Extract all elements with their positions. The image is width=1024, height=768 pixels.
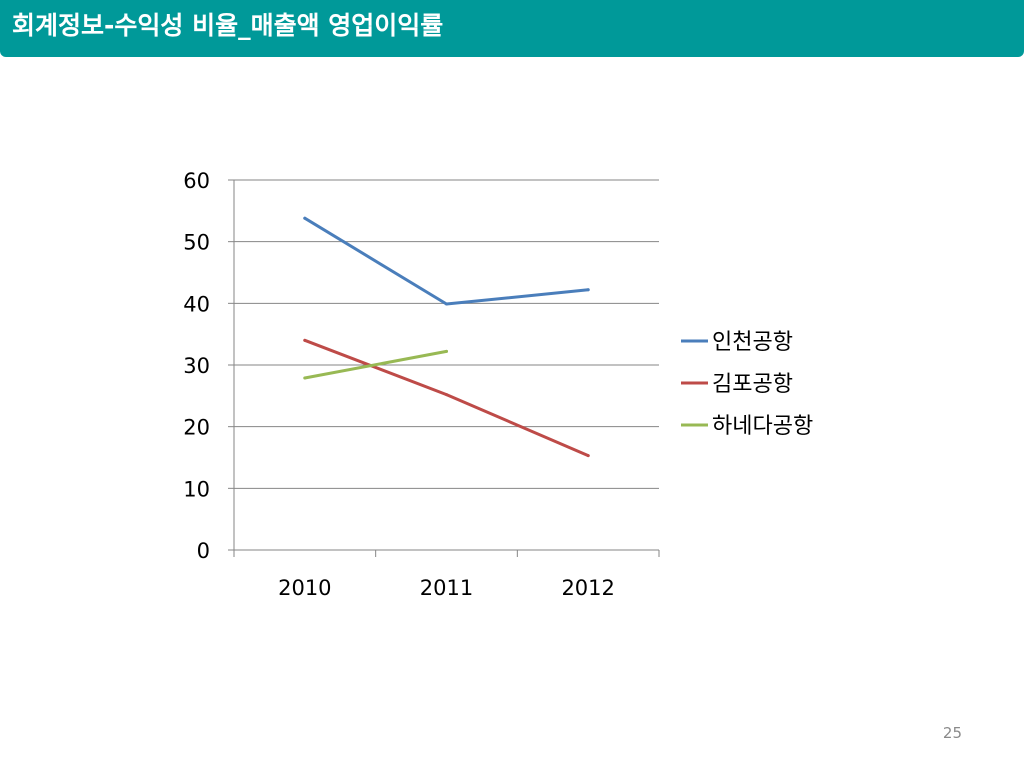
y-tick-label-40: 40 <box>183 292 210 316</box>
y-tick-label-60: 60 <box>183 169 210 193</box>
y-tick-label-0: 0 <box>197 539 210 563</box>
series-2-point-2011 <box>445 393 448 397</box>
chart-series <box>303 216 590 458</box>
series-2-point-2010 <box>303 338 307 342</box>
series-1-point-2011 <box>445 302 448 306</box>
x-tick-label-2010: 2010 <box>278 576 331 600</box>
y-tick-label-50: 50 <box>183 231 210 255</box>
series-1-point-2012 <box>586 288 590 292</box>
chart-grid <box>234 179 659 489</box>
series-3-point-2010 <box>303 376 307 380</box>
page-number: 25 <box>942 724 962 742</box>
series-1-point-2010 <box>303 216 307 220</box>
series-line-3 <box>303 349 448 380</box>
title-bar: 회계정보-수익성 비율_매출액 영업이익률 <box>0 0 1024 57</box>
series-line-2 <box>303 338 590 458</box>
series-line-1 <box>303 216 590 306</box>
y-tick-label-20: 20 <box>183 416 210 440</box>
x-tick-label-2012: 2012 <box>561 576 614 600</box>
legend-label-1: 인천공항 <box>712 330 793 355</box>
y-tick-label-30: 30 <box>183 354 210 378</box>
y-tick-label-10: 10 <box>183 477 210 501</box>
x-tick-label-2011: 2011 <box>420 576 473 600</box>
legend-label-2: 김포공항 <box>712 372 793 397</box>
page-title: 회계정보-수익성 비율_매출액 영업이익률 <box>12 11 444 40</box>
series-3-point-2011 <box>445 349 448 353</box>
chart-axes: 0 10 20 30 40 50 60 2010 2011 2012 <box>183 169 660 600</box>
series-2-point-2012 <box>586 454 590 458</box>
legend-label-3: 하네다공항 <box>712 414 813 439</box>
